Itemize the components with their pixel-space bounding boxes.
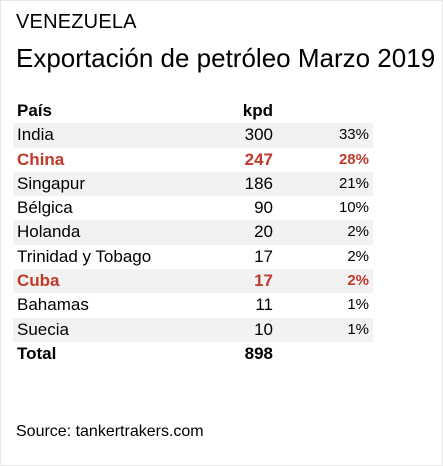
country-cell: Holanda <box>17 222 81 242</box>
table-row: Bahamas 11 1% <box>13 293 373 317</box>
exports-table: País kpd India 300 33% China 247 28% Sin… <box>13 99 373 366</box>
country-cell: India <box>17 125 54 145</box>
country-cell: China <box>17 149 65 169</box>
table-header-row: País kpd <box>13 99 373 123</box>
table-total-row: Total 898 <box>13 342 373 366</box>
table-row: Suecia 10 1% <box>13 317 373 342</box>
share-cell: 2% <box>347 272 369 290</box>
kpd-cell: 10 <box>254 319 273 339</box>
kpd-cell: 17 <box>254 246 273 266</box>
share-cell: 1% <box>347 320 369 338</box>
total-label: Total <box>17 343 57 363</box>
country-cell: Singapur <box>17 173 86 193</box>
kpd-cell: 17 <box>254 271 273 291</box>
table-row: China 247 28% <box>13 148 373 172</box>
table-row: Cuba 17 2% <box>13 269 373 294</box>
table-row: Holanda 20 2% <box>13 220 373 245</box>
share-cell: 33% <box>338 126 369 144</box>
kpd-cell: 186 <box>244 173 273 193</box>
country-cell: Cuba <box>17 271 60 291</box>
country-cell: Trinidad y Tobago <box>17 246 152 266</box>
kpd-cell: 11 <box>255 295 273 315</box>
share-cell: 21% <box>338 174 369 192</box>
share-cell: 2% <box>347 247 369 265</box>
kpd-cell: 247 <box>244 149 273 169</box>
share-cell: 28% <box>338 150 369 168</box>
table-row: Singapur 186 21% <box>13 171 373 197</box>
country-label: VENEZUELA <box>16 11 137 33</box>
column-header-kpd: kpd <box>242 101 273 120</box>
country-cell: Suecia <box>17 319 69 339</box>
table-row: Bélgica 90 10% <box>13 196 373 220</box>
source-note: Source: tankertrakers.com <box>16 423 204 440</box>
kpd-cell: 90 <box>254 198 273 218</box>
share-cell: 10% <box>338 199 369 217</box>
share-cell: 1% <box>347 296 369 314</box>
share-cell: 2% <box>347 223 369 241</box>
page-title: Exportación de petróleo Marzo 2019 <box>16 43 436 73</box>
kpd-cell: 300 <box>244 125 273 145</box>
table-row: Trinidad y Tobago 17 2% <box>13 245 373 269</box>
column-header-country: País <box>17 101 52 120</box>
kpd-cell: 20 <box>254 222 273 242</box>
country-cell: Bahamas <box>17 295 89 315</box>
total-kpd: 898 <box>244 343 273 363</box>
table-row: India 300 33% <box>13 123 373 148</box>
country-cell: Bélgica <box>17 198 73 218</box>
